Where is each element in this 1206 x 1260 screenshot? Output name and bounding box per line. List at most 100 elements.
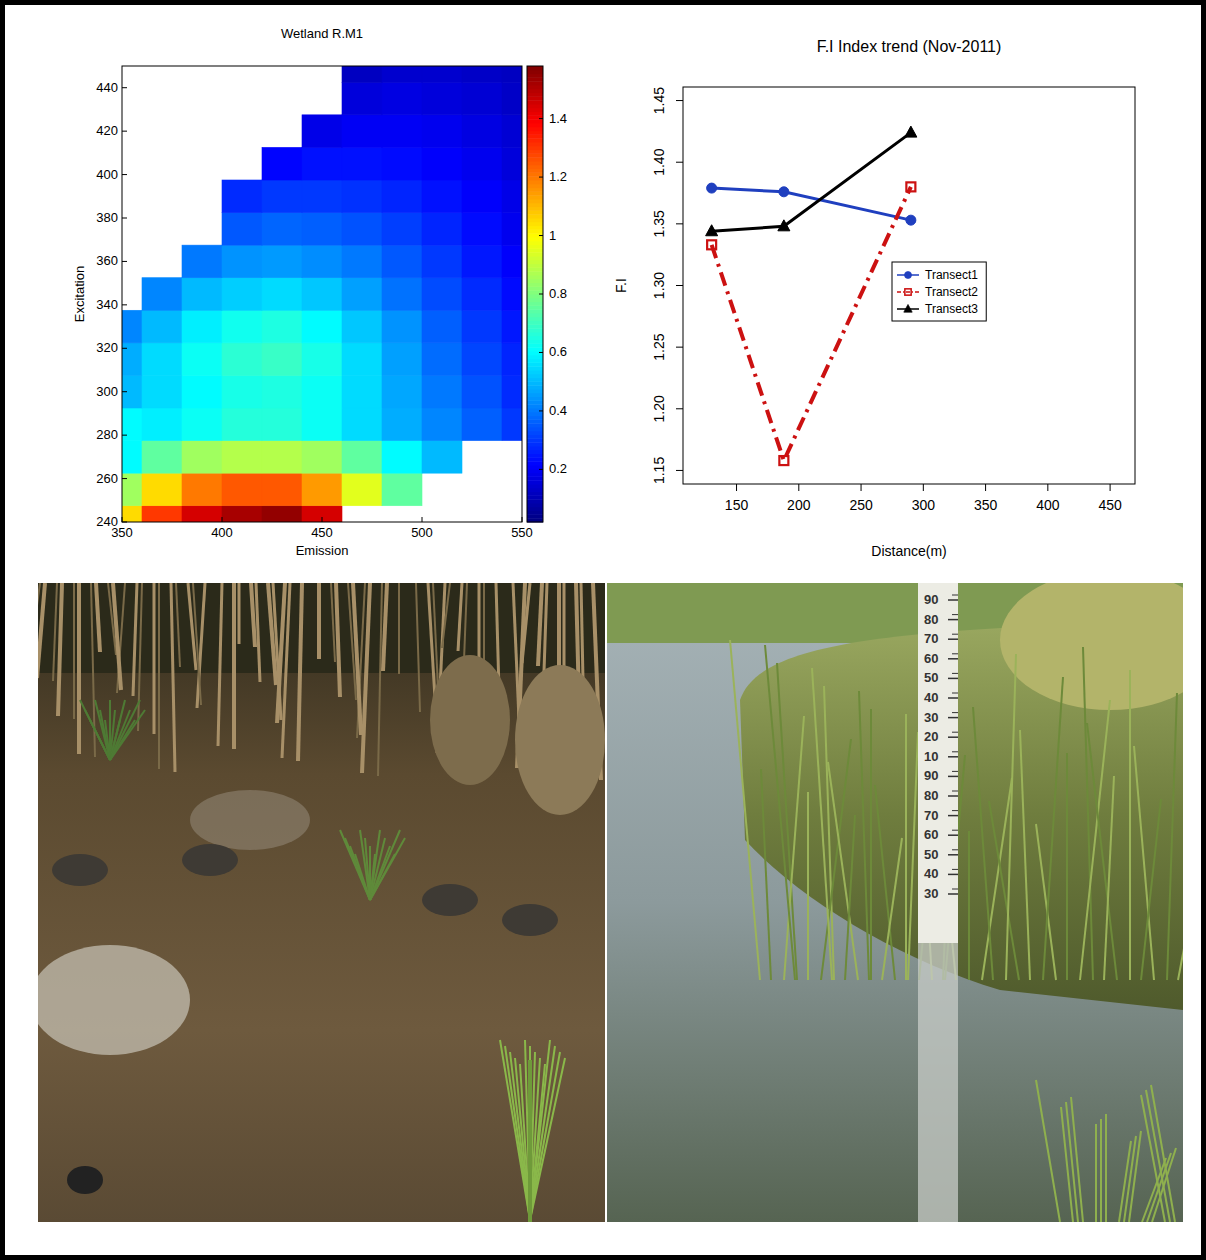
- reed-stalk: [53, 583, 57, 681]
- colorbar-strip: [527, 112, 543, 116]
- x-tick: [322, 517, 323, 522]
- heatmap-cell: [382, 278, 422, 311]
- heatmap-cell: [342, 213, 382, 246]
- heatmap-cell: [422, 147, 462, 180]
- heatmap-cell: [422, 245, 462, 278]
- gauge-tick: [952, 693, 958, 694]
- gauge-tick: [948, 874, 958, 876]
- y-tick-label: 1.20: [651, 395, 667, 422]
- series-marker: [905, 126, 917, 137]
- palm-fronds: [515, 665, 605, 815]
- chart-title: F.I Index trend (Nov-2011): [817, 38, 1002, 55]
- colorbar-strip: [527, 321, 543, 325]
- reed-stalk: [538, 583, 542, 666]
- colorbar-strip: [527, 184, 543, 188]
- heatmap-cell: [502, 408, 522, 441]
- colorbar-strip: [527, 153, 543, 157]
- colorbar-strip: [527, 119, 543, 123]
- legend-box: [892, 262, 986, 321]
- heatmap-cell: [502, 180, 522, 213]
- heatmap-cells: [122, 66, 522, 522]
- heatmap-cell: [222, 213, 262, 246]
- y-tick-label: 300: [96, 384, 118, 399]
- colorbar-strip: [527, 351, 543, 355]
- heatmap-cell: [382, 180, 422, 213]
- reed-stalk: [251, 583, 255, 647]
- y-tick: [676, 285, 683, 286]
- grass-blade: [1141, 799, 1161, 980]
- y-tick-label: 1.15: [651, 457, 667, 484]
- reed-stalk: [238, 583, 241, 644]
- heatmap-cell: [302, 213, 342, 246]
- colorbar-tick: [539, 118, 543, 119]
- heatmap-cell: [462, 82, 502, 115]
- grass-blade: [1043, 677, 1063, 980]
- heatmap-cell: [182, 441, 222, 474]
- colorbar-strip: [527, 393, 543, 397]
- photo-left: [38, 583, 605, 1222]
- heatmap-cell: [462, 147, 502, 180]
- grass-blade: [828, 762, 858, 980]
- reflection: [190, 790, 310, 850]
- gauge-tick: [948, 776, 958, 778]
- heatmap-cell: [342, 441, 382, 474]
- grass-blade: [1141, 1095, 1165, 1222]
- series-line: [712, 188, 911, 220]
- colorbar-strip: [527, 408, 543, 412]
- colorbar-strip: [527, 336, 543, 340]
- heatmap-cell: [302, 473, 342, 506]
- gauge-label: 90: [924, 768, 938, 783]
- colorbar-strip: [527, 275, 543, 279]
- y-tick: [122, 131, 127, 132]
- x-tick: [798, 484, 799, 491]
- reed-stalk: [197, 583, 205, 708]
- gauge-label: 80: [924, 612, 938, 627]
- heatmap-cell: [182, 408, 222, 441]
- x-tick: [222, 517, 223, 522]
- colorbar-strip: [527, 488, 543, 492]
- heatmap-cell: [222, 506, 262, 522]
- reed-stalk: [353, 583, 361, 735]
- grass-blade: [1036, 1080, 1060, 1222]
- mud-clump: [422, 884, 478, 916]
- colorbar-strip: [527, 370, 543, 374]
- heatmap-cell: [422, 82, 462, 115]
- gauge-label: 60: [924, 827, 938, 842]
- heatmap-cell: [502, 375, 522, 408]
- grass-blade: [784, 716, 804, 980]
- y-tick-label: 320: [96, 340, 118, 355]
- heatmap-cell: [342, 408, 382, 441]
- heatmap-cell: [122, 473, 142, 506]
- heatmap-cell: [502, 115, 522, 148]
- heatmap-cell: [262, 408, 302, 441]
- x-tick: [522, 517, 523, 522]
- colorbar-strip: [527, 362, 543, 366]
- chart-title: Wetland R.M1: [281, 26, 363, 41]
- x-tick-label: 400: [1036, 497, 1060, 513]
- gauge-tick: [952, 614, 958, 615]
- grass-blade: [1178, 822, 1183, 980]
- colorbar-strip: [527, 340, 543, 344]
- reed-stalk: [273, 583, 281, 720]
- colorbar-strip: [527, 241, 543, 245]
- heatmap-cell: [122, 408, 142, 441]
- colorbar-strip: [527, 507, 543, 511]
- colorbar-strip: [527, 89, 543, 93]
- colorbar-strip: [527, 366, 543, 370]
- sky-reflection: [38, 945, 190, 1055]
- grass-blade: [1006, 654, 1016, 980]
- y-tick-label: 380: [96, 210, 118, 225]
- colorbar-strip: [527, 237, 543, 241]
- gauge-tick: [948, 619, 958, 621]
- heatmap-cell: [142, 473, 182, 506]
- grass-blade: [859, 691, 869, 980]
- gauge-tick: [952, 830, 958, 831]
- colorbar-tick: [539, 294, 543, 295]
- grass-blade: [110, 700, 140, 760]
- colorbar-strip: [527, 180, 543, 184]
- colorbar-strip: [527, 438, 543, 442]
- reed-stalk: [193, 583, 201, 705]
- colorbar-tick-label: 0.2: [549, 461, 567, 476]
- y-tick: [676, 223, 683, 224]
- x-tick-label: 250: [849, 497, 873, 513]
